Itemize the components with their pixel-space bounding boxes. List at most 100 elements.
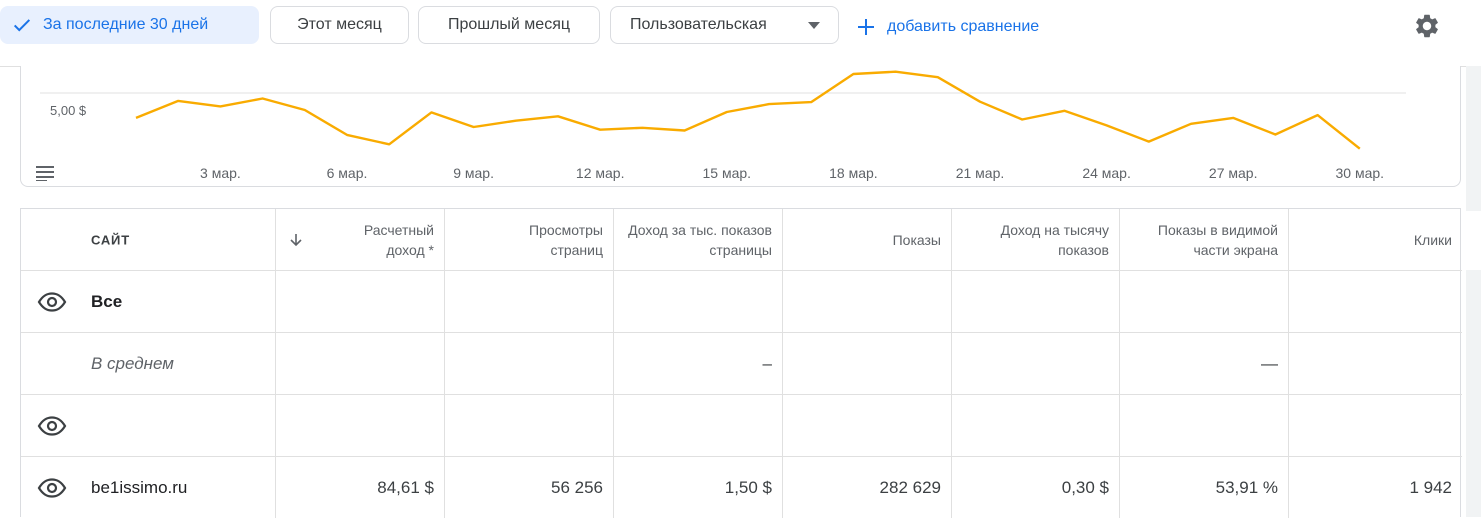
data-point[interactable]	[1146, 139, 1152, 145]
x-tick-label: 15 мар.	[703, 165, 752, 181]
row-site-cell: Все	[21, 271, 275, 332]
data-point[interactable]	[935, 74, 941, 80]
data-point[interactable]	[555, 113, 561, 119]
header-clicks[interactable]: Клики	[1288, 209, 1462, 270]
data-point[interactable]	[302, 107, 308, 113]
header-rpm[interactable]: Доход на тысячу показов	[951, 209, 1119, 270]
row-site-cell: В среднем	[21, 333, 275, 394]
data-point[interactable]	[724, 109, 730, 115]
data-point[interactable]	[766, 101, 772, 107]
cell-pageviews	[444, 395, 613, 456]
data-point[interactable]	[428, 109, 434, 115]
cell-clicks	[1288, 395, 1462, 456]
value: 1,50 $	[724, 477, 772, 497]
value: 1 942	[1409, 477, 1452, 497]
data-point[interactable]	[977, 99, 983, 105]
data-point[interactable]	[1272, 132, 1278, 138]
sort-down-arrow-icon	[290, 233, 302, 246]
value: 282 629	[879, 477, 941, 497]
x-tick-label: 27 мар.	[1209, 165, 1258, 181]
row-site-cell	[21, 395, 275, 456]
eye-icon[interactable]	[37, 477, 67, 498]
data-point[interactable]	[850, 71, 856, 77]
data-point[interactable]	[1188, 121, 1194, 127]
cell-impressions	[782, 333, 951, 394]
header-viewable[interactable]: Показы в видимой части экрана	[1119, 209, 1288, 270]
cell-pageviews	[444, 333, 613, 394]
table-row	[21, 395, 1462, 457]
cell-pageviews: 56 256	[444, 457, 613, 518]
cell-clicks	[1288, 333, 1462, 394]
data-point[interactable]	[597, 127, 603, 133]
data-point[interactable]	[260, 96, 266, 102]
data-point[interactable]	[1061, 108, 1067, 114]
cell-rpm	[951, 395, 1119, 456]
x-tick-label: 6 мар.	[327, 165, 368, 181]
data-point[interactable]	[1230, 115, 1236, 121]
sites-table: САЙТ Расчетный доход * Просмотры страниц…	[20, 208, 1462, 518]
x-tick-label: 12 мар.	[576, 165, 625, 181]
cell-viewable	[1119, 271, 1288, 332]
cell-viewable: —	[1119, 333, 1288, 394]
data-point[interactable]	[682, 128, 688, 134]
add-comparison-button[interactable]: добавить сравнение	[856, 15, 1039, 39]
filter-last-month[interactable]: Прошлый месяц	[418, 6, 600, 44]
header-pageviews-label: Просмотры страниц	[529, 221, 603, 258]
value: 56 256	[551, 477, 603, 497]
table-row: В среднем – —	[21, 333, 1462, 395]
x-axis-ticks: 3 мар. 6 мар. 9 мар. 12 мар. 15 мар. 18 мар. 2…	[200, 165, 1384, 181]
data-point[interactable]	[808, 99, 814, 105]
data-point[interactable]	[133, 115, 139, 121]
data-point[interactable]	[1315, 112, 1321, 118]
header-site-label: САЙТ	[91, 232, 130, 247]
cell-rpm	[951, 333, 1119, 394]
header-revenue[interactable]: Расчетный доход *	[275, 209, 444, 270]
data-point[interactable]	[471, 124, 477, 130]
site-name[interactable]: be1issimo.ru	[91, 477, 188, 497]
header-page-rpm-label: Доход за тыс. показов страницы	[628, 221, 772, 258]
data-point[interactable]	[217, 103, 223, 109]
header-page-rpm[interactable]: Доход за тыс. показов страницы	[613, 209, 782, 270]
chart-scrollbar[interactable]	[1466, 66, 1481, 211]
filter-this-month[interactable]: Этот месяц	[270, 6, 409, 44]
data-point[interactable]	[1104, 122, 1110, 128]
data-point[interactable]	[513, 118, 519, 124]
data-point[interactable]	[386, 141, 392, 147]
cell-page-rpm	[613, 395, 782, 456]
filter-custom-dropdown[interactable]: Пользовательская	[610, 6, 839, 44]
site-name: Все	[91, 291, 123, 311]
cell-revenue	[275, 395, 444, 456]
header-impressions[interactable]: Показы	[782, 209, 951, 270]
x-tick-label: 3 мар.	[200, 165, 241, 181]
cell-rpm: 0,30 $	[951, 457, 1119, 518]
data-point[interactable]	[344, 132, 350, 138]
eye-icon[interactable]	[37, 415, 67, 436]
header-site[interactable]: САЙТ	[21, 209, 275, 270]
gear-icon[interactable]	[1413, 12, 1441, 40]
cell-pageviews	[444, 271, 613, 332]
data-point[interactable]	[1357, 146, 1363, 152]
data-point[interactable]	[893, 69, 899, 75]
table-header-row: САЙТ Расчетный доход * Просмотры страниц…	[21, 209, 1462, 271]
data-point[interactable]	[175, 98, 181, 104]
header-clicks-label: Клики	[1413, 231, 1452, 248]
cell-revenue: 84,61 $	[275, 457, 444, 518]
data-point[interactable]	[639, 125, 645, 131]
cell-rpm	[951, 271, 1119, 332]
data-point[interactable]	[1019, 117, 1025, 123]
y-tick-label: 5,00 $	[50, 103, 87, 118]
add-comparison-label: добавить сравнение	[887, 18, 1040, 35]
eye-icon[interactable]	[37, 291, 67, 312]
header-impressions-label: Показы	[892, 231, 941, 248]
value: 53,91 %	[1215, 477, 1278, 497]
revenue-line-chart: 5,00 $ 3 мар. 6 мар. 9 мар. 12 мар. 15 мар. 1…	[40, 69, 1406, 181]
header-revenue-label: Расчетный доход *	[363, 221, 434, 258]
date-filter-bar: За последние 30 дней Этот месяц Прошлый …	[0, 0, 1481, 67]
revenue-chart-card	[20, 66, 1461, 187]
table-scrollbar[interactable]	[1466, 270, 1481, 517]
header-pageviews[interactable]: Просмотры страниц	[444, 209, 613, 270]
filter-last-30-days[interactable]: За последние 30 дней	[0, 6, 259, 44]
chart-legend-menu-icon[interactable]	[36, 165, 56, 181]
header-rpm-label: Доход на тысячу показов	[1000, 221, 1109, 258]
filter-last-month-label: Прошлый месяц	[447, 16, 571, 33]
